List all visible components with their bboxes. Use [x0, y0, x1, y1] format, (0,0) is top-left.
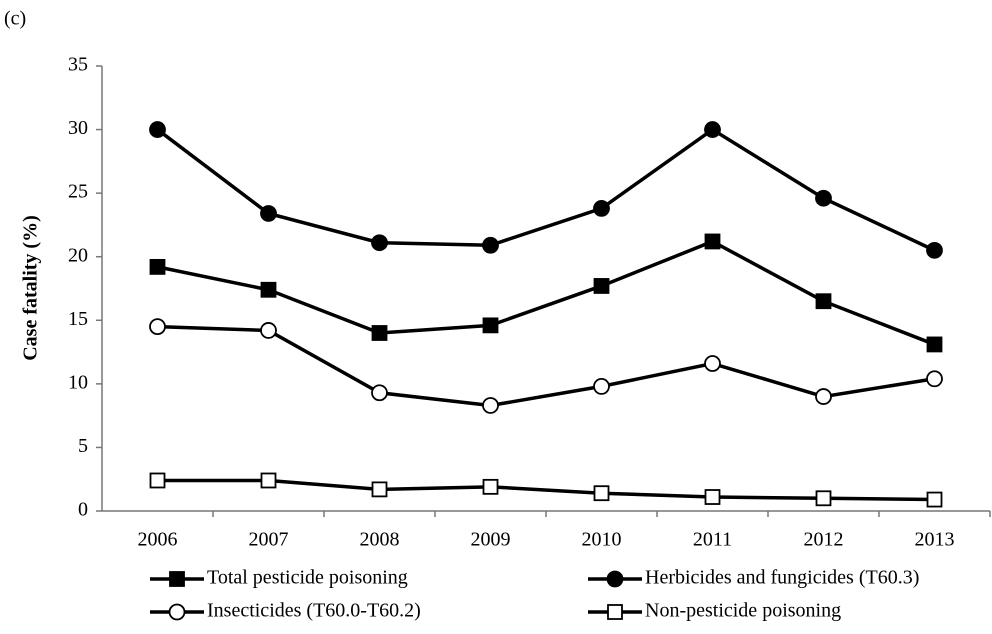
series-line	[156, 127, 936, 252]
marker	[593, 485, 610, 502]
marker	[168, 603, 186, 621]
x-tick-label: 2012	[804, 529, 844, 551]
y-tick-label: 35	[68, 54, 88, 76]
y-tick-label: 25	[68, 181, 88, 203]
marker	[149, 472, 166, 489]
legend-label: Non-pesticide poisoning	[645, 600, 841, 622]
y-tick-label: 20	[68, 244, 88, 266]
x-tick-label: 2011	[693, 529, 732, 551]
y-axis-title: Case fatality (%)	[20, 215, 42, 361]
marker	[371, 481, 388, 498]
y-tick-label: 0	[78, 499, 88, 521]
marker	[815, 189, 832, 207]
marker	[371, 234, 388, 252]
marker	[815, 293, 832, 310]
x-tick-label: 2009	[471, 529, 511, 551]
y-tick-label: 10	[68, 371, 88, 393]
series-line	[157, 478, 935, 502]
marker	[482, 478, 499, 495]
marker	[704, 233, 721, 250]
marker	[593, 199, 610, 217]
legend-label: Total pesticide poisoning	[207, 567, 408, 589]
marker	[149, 258, 166, 275]
marker	[704, 355, 721, 372]
legend-label: Insecticides (T60.0-T60.2)	[207, 600, 421, 622]
marker	[260, 322, 277, 339]
x-tick-label: 2013	[915, 529, 955, 551]
marker	[169, 571, 185, 587]
marker	[260, 472, 277, 489]
marker	[593, 278, 610, 294]
marker	[607, 604, 623, 620]
marker	[260, 281, 277, 298]
legend-label: Herbicides and fungicides (T60.3)	[645, 567, 919, 589]
x-tick-label: 2007	[249, 529, 289, 551]
marker	[815, 388, 832, 405]
marker	[482, 317, 499, 334]
marker	[149, 121, 166, 138]
marker	[926, 241, 943, 259]
x-tick-label: 2010	[582, 529, 622, 551]
marker	[482, 236, 499, 254]
marker	[926, 370, 943, 388]
x-tick-label: 2006	[138, 529, 178, 551]
marker	[704, 121, 721, 138]
marker	[704, 489, 721, 505]
marker	[593, 377, 610, 395]
marker	[371, 384, 388, 402]
marker	[606, 570, 624, 588]
y-tick-label: 5	[78, 435, 88, 457]
marker	[149, 318, 166, 336]
panel-label: (c)	[4, 8, 26, 30]
marker	[926, 491, 943, 508]
x-tick-label: 2008	[360, 529, 400, 551]
series-line	[157, 324, 935, 408]
marker	[926, 336, 943, 353]
y-tick-label: 30	[68, 117, 88, 139]
marker	[815, 490, 832, 507]
marker	[260, 205, 277, 222]
marker	[482, 397, 499, 414]
series-line	[157, 239, 936, 347]
marker	[371, 325, 388, 341]
y-tick-label: 15	[68, 308, 88, 330]
